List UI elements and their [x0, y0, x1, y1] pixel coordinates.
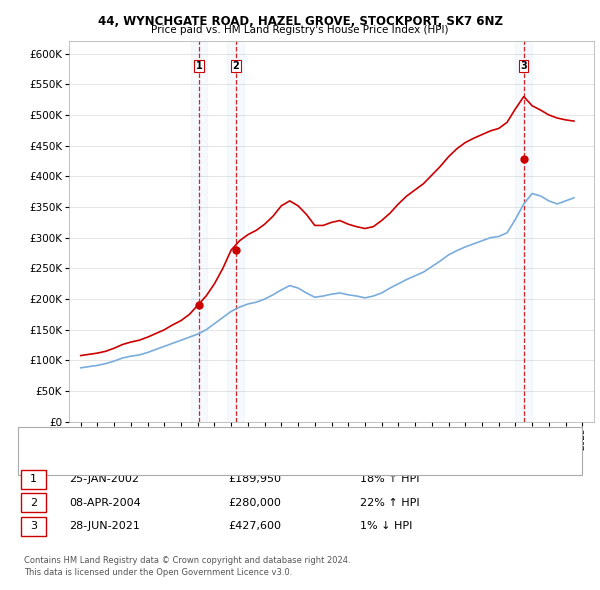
Text: 08-APR-2004: 08-APR-2004	[69, 498, 141, 507]
Bar	[515, 41, 532, 422]
Text: 1: 1	[30, 474, 37, 484]
Bar	[227, 41, 244, 422]
Text: 1: 1	[196, 61, 202, 71]
Text: Price paid vs. HM Land Registry's House Price Index (HPI): Price paid vs. HM Land Registry's House …	[151, 25, 449, 35]
Text: ─────: ─────	[36, 430, 70, 439]
Text: 22% ↑ HPI: 22% ↑ HPI	[360, 498, 419, 507]
Text: 18% ↑ HPI: 18% ↑ HPI	[360, 474, 419, 484]
Text: Contains HM Land Registry data © Crown copyright and database right 2024.
This d: Contains HM Land Registry data © Crown c…	[24, 556, 350, 577]
Text: £427,600: £427,600	[228, 522, 281, 531]
Text: £280,000: £280,000	[228, 498, 281, 507]
Text: 28-JUN-2021: 28-JUN-2021	[69, 522, 140, 531]
Text: 2: 2	[232, 61, 239, 71]
Text: 2: 2	[30, 498, 37, 507]
Text: 44, WYNCHGATE ROAD, HAZEL GROVE, STOCKPORT, SK7 6NZ (detached house): 44, WYNCHGATE ROAD, HAZEL GROVE, STOCKPO…	[69, 430, 448, 439]
Text: 3: 3	[30, 522, 37, 531]
Text: £189,950: £189,950	[228, 474, 281, 484]
Text: 1% ↓ HPI: 1% ↓ HPI	[360, 522, 412, 531]
Bar	[191, 41, 207, 422]
Text: HPI: Average price, detached house, Stockport: HPI: Average price, detached house, Stoc…	[69, 441, 291, 451]
Text: 3: 3	[520, 61, 527, 71]
Text: 25-JAN-2002: 25-JAN-2002	[69, 474, 139, 484]
Text: ─────: ─────	[36, 441, 70, 451]
Text: 44, WYNCHGATE ROAD, HAZEL GROVE, STOCKPORT, SK7 6NZ: 44, WYNCHGATE ROAD, HAZEL GROVE, STOCKPO…	[97, 15, 503, 28]
